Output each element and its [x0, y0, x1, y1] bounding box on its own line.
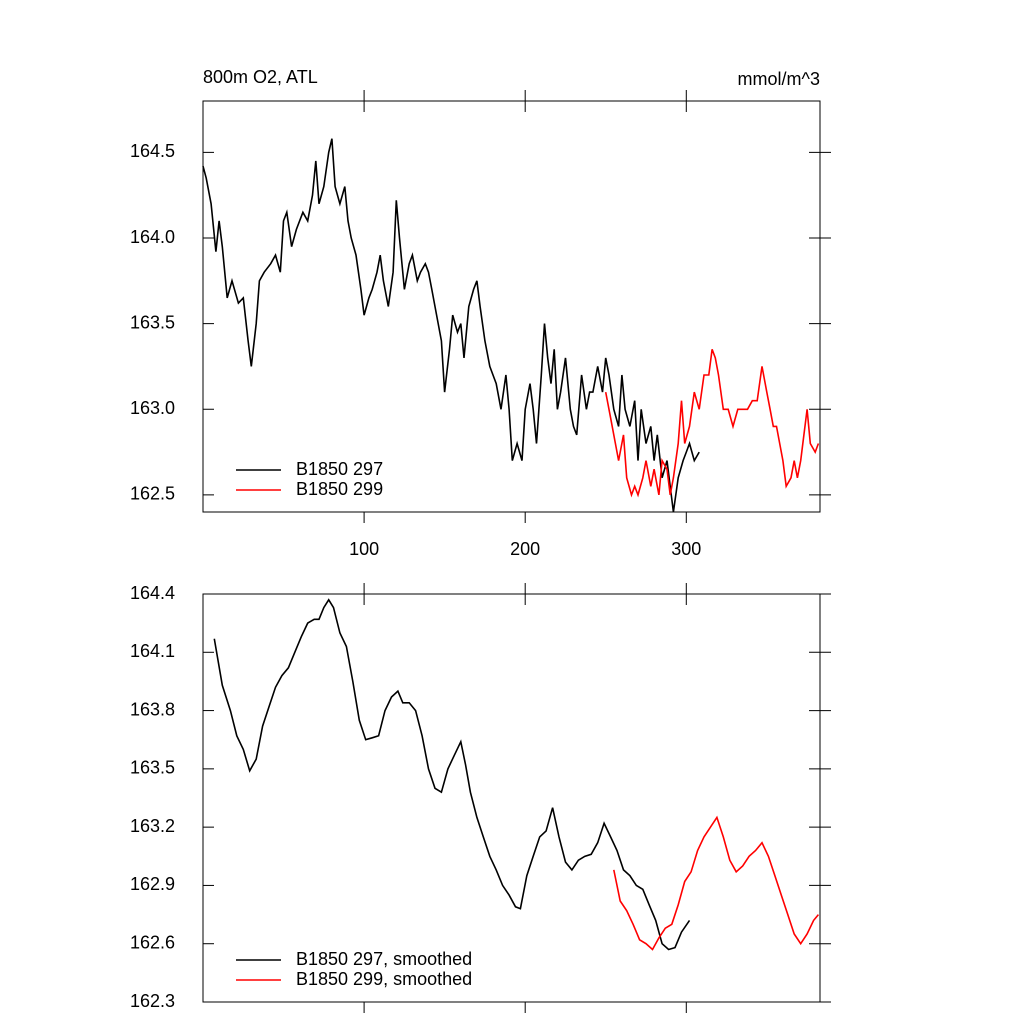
y-tick-label: 163.0	[130, 398, 175, 418]
y-tick-label: 163.5	[130, 758, 175, 778]
units-label: mmol/m^3	[738, 69, 820, 89]
y-tick-label: 162.6	[130, 932, 175, 952]
y-tick-label: 163.2	[130, 816, 175, 836]
y-tick-label: 162.9	[130, 874, 175, 894]
legend-label: B1850 297, smoothed	[296, 949, 472, 969]
legend-label: B1850 297	[296, 459, 383, 479]
y-tick-label: 164.1	[130, 641, 175, 661]
x-tick-label: 100	[349, 539, 379, 559]
series-line	[613, 815, 820, 951]
legend-label: B1850 299	[296, 479, 383, 499]
y-tick-label: 163.8	[130, 699, 175, 719]
y-tick-label: 164.0	[130, 227, 175, 247]
series-line	[213, 598, 691, 951]
y-tick-label: 162.5	[130, 484, 175, 504]
x-tick-label: 200	[510, 539, 540, 559]
x-tick-label: 300	[671, 539, 701, 559]
y-tick-label: 164.5	[130, 141, 175, 161]
y-tick-label: 164.4	[130, 583, 175, 603]
plot-frame	[202, 593, 821, 1003]
plot-frame	[202, 100, 821, 513]
series-line	[202, 138, 700, 513]
chart-title: 800m O2, ATL	[203, 67, 318, 87]
y-tick-label: 162.3	[130, 991, 175, 1011]
series-line	[604, 349, 820, 498]
legend-label: B1850 299, smoothed	[296, 969, 472, 989]
y-tick-label: 163.5	[130, 312, 175, 332]
